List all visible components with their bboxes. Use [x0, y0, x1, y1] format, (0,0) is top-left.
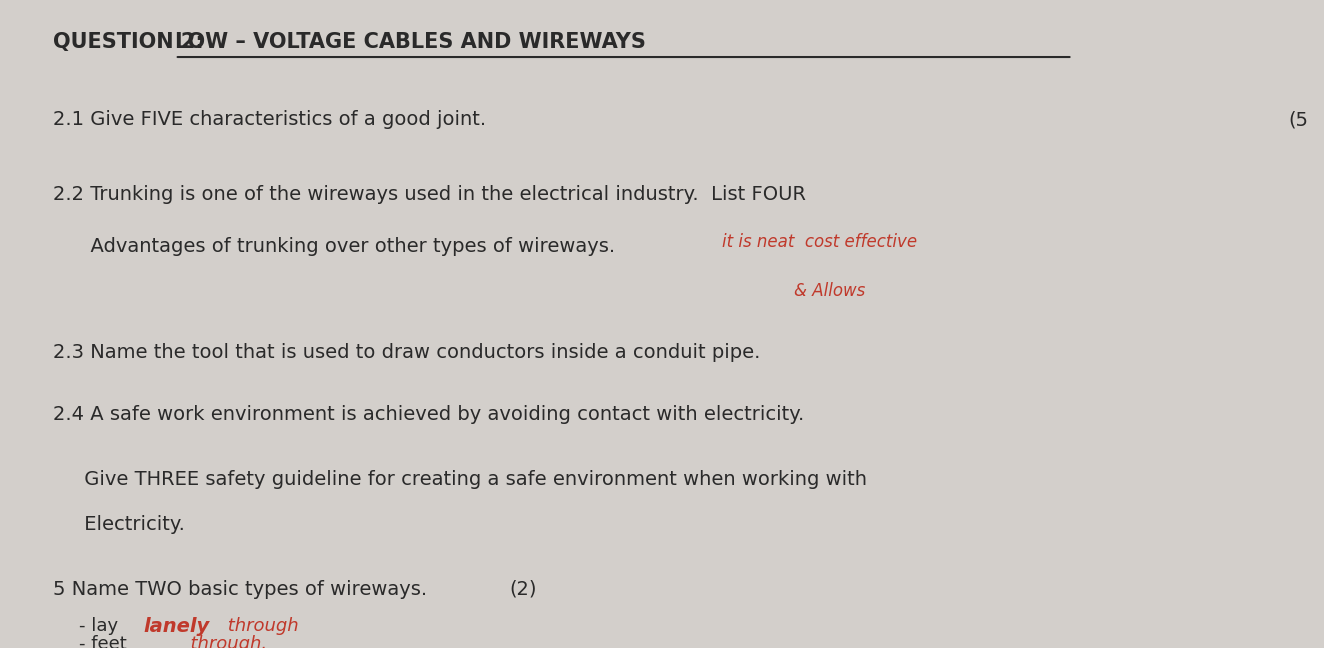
- Text: - lay: - lay: [79, 617, 130, 635]
- Text: Give THREE safety guideline for creating a safe environment when working with: Give THREE safety guideline for creating…: [53, 470, 867, 489]
- Text: through: through: [222, 617, 299, 635]
- Text: 2.4 A safe work environment is achieved by avoiding contact with electricity.: 2.4 A safe work environment is achieved …: [53, 405, 804, 424]
- Text: Electricity.: Electricity.: [53, 515, 185, 534]
- Text: QUESTION 2:: QUESTION 2:: [53, 32, 211, 52]
- Text: (5: (5: [1288, 110, 1308, 129]
- Text: 5 Name TWO basic types of wireways.: 5 Name TWO basic types of wireways.: [53, 580, 428, 599]
- Text: 2.3 Name the tool that is used to draw conductors inside a conduit pipe.: 2.3 Name the tool that is used to draw c…: [53, 343, 760, 362]
- Text: lanely: lanely: [143, 617, 209, 636]
- Text: LOW – VOLTAGE CABLES AND WIREWAYS: LOW – VOLTAGE CABLES AND WIREWAYS: [175, 32, 646, 52]
- Text: Advantages of trunking over other types of wireways.: Advantages of trunking over other types …: [53, 237, 616, 255]
- Text: (2): (2): [510, 580, 538, 599]
- Text: & Allows: & Allows: [794, 282, 866, 300]
- Text: 2.1 Give FIVE characteristics of a good joint.: 2.1 Give FIVE characteristics of a good …: [53, 110, 486, 129]
- Text: it is neat  cost effective: it is neat cost effective: [722, 233, 916, 251]
- Text: - feet: - feet: [79, 635, 127, 648]
- Text: through.: through.: [179, 635, 267, 648]
- Text: 2.2 Trunking is one of the wireways used in the electrical industry.  List FOUR: 2.2 Trunking is one of the wireways used…: [53, 185, 806, 203]
